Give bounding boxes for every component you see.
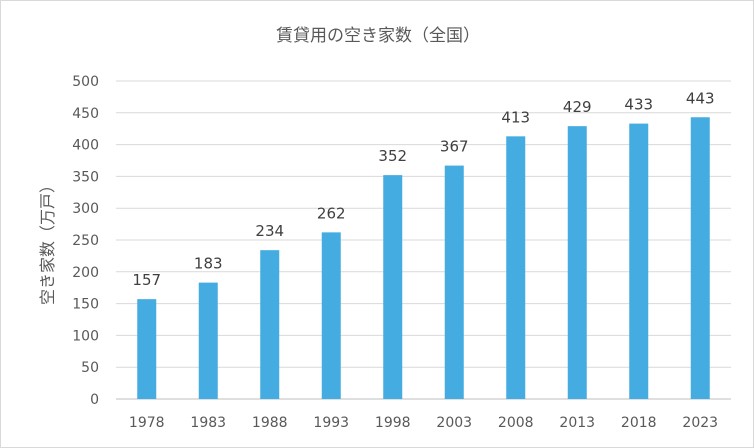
- data-label-2023: 443: [686, 89, 715, 107]
- data-label-1988: 234: [255, 222, 284, 240]
- x-tick-label: 2003: [436, 415, 472, 431]
- y-tick-label: 150: [72, 297, 99, 313]
- y-tick-label: 350: [72, 169, 99, 185]
- x-tick-label: 2023: [682, 415, 718, 431]
- x-tick-label: 2013: [559, 415, 595, 431]
- data-label-2003: 367: [440, 138, 469, 156]
- y-tick-label: 400: [72, 138, 99, 154]
- x-tick-label: 2018: [621, 415, 657, 431]
- bar-2003: [444, 165, 464, 399]
- data-label-2008: 413: [501, 108, 530, 126]
- data-labels: 157 183 234 262 352 367 413 429 433 443: [132, 89, 714, 289]
- y-tick-label: 50: [81, 360, 99, 376]
- y-tick-label: 450: [72, 106, 99, 122]
- data-label-1998: 352: [378, 147, 407, 165]
- chart-title: 賃貸用の空き家数（全国）: [276, 26, 480, 46]
- data-label-2018: 433: [624, 96, 653, 114]
- x-tick-label: 1983: [190, 415, 226, 431]
- y-tick-label: 200: [72, 265, 99, 281]
- bar-2008: [506, 136, 526, 399]
- bar-1978: [137, 299, 157, 399]
- y-tick-label: 500: [72, 74, 99, 90]
- bar-1993: [321, 232, 341, 399]
- bar-1983: [198, 282, 218, 399]
- data-label-2013: 429: [563, 98, 592, 116]
- data-label-1993: 262: [317, 204, 346, 222]
- x-axis-ticks: 1978 1983 1988 1993 1998 2003 2008 2013 2018 2023: [129, 415, 718, 431]
- x-tick-label: 1998: [375, 415, 411, 431]
- x-tick-label: 2008: [498, 415, 534, 431]
- y-tick-label: 0: [90, 392, 99, 408]
- bar-2018: [629, 123, 649, 399]
- bars: [137, 117, 710, 399]
- bar-2023: [690, 117, 710, 399]
- y-tick-label: 300: [72, 201, 99, 217]
- data-label-1978: 157: [132, 271, 161, 289]
- bar-2013: [567, 126, 587, 399]
- y-axis-label: 空き家数（万戸）: [38, 177, 57, 305]
- bar-1988: [260, 250, 280, 399]
- x-tick-label: 1978: [129, 415, 165, 431]
- gridlines: [116, 80, 731, 400]
- y-axis-ticks: 0 50 100 150 200 250 300 350 400 450 500: [72, 74, 99, 408]
- y-tick-label: 250: [72, 233, 99, 249]
- data-label-1983: 183: [194, 255, 223, 273]
- y-tick-label: 100: [72, 328, 99, 344]
- bar-1998: [383, 175, 403, 399]
- x-tick-label: 1988: [252, 415, 288, 431]
- x-tick-label: 1993: [313, 415, 349, 431]
